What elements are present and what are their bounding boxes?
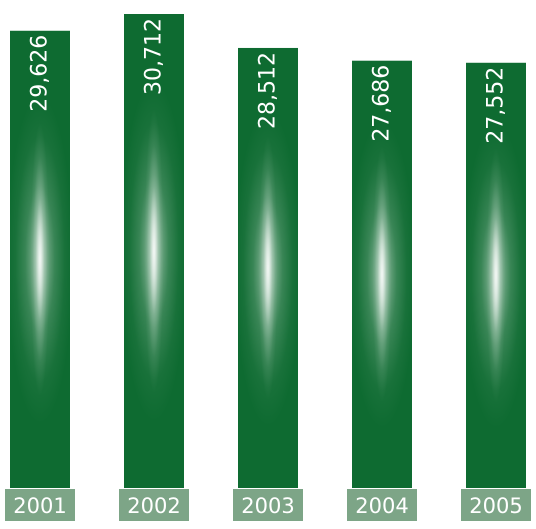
- category-labels-group: 2001 2002 2003 2004 2005: [5, 489, 531, 521]
- category-label-2001: 2001: [13, 494, 66, 518]
- category-box-2005: [461, 489, 531, 521]
- bar-streak-2005: [486, 147, 506, 403]
- bar-streak-2004: [372, 146, 392, 403]
- value-label-2003: 28,512: [256, 52, 281, 129]
- category-box-2003: [233, 489, 303, 521]
- category-box-2004: [347, 489, 417, 521]
- value-label-2004: 27,686: [370, 65, 395, 142]
- value-label-2001: 29,626: [28, 35, 53, 112]
- category-label-2005: 2005: [469, 494, 522, 518]
- category-box-2002: [119, 489, 189, 521]
- category-box-2001: [5, 489, 75, 521]
- value-label-2002: 30,712: [142, 18, 167, 95]
- bar-streak-2001: [30, 122, 50, 397]
- category-label-2004: 2004: [355, 494, 408, 518]
- bar-streak-2002: [144, 108, 164, 394]
- value-label-2005: 27,552: [484, 67, 509, 144]
- bars-group: 29,626 30,712 28,512 27,686 27,552: [7, 14, 529, 489]
- bar-streak-2003: [258, 135, 278, 400]
- category-label-2002: 2002: [127, 494, 180, 518]
- category-label-2003: 2003: [241, 494, 294, 518]
